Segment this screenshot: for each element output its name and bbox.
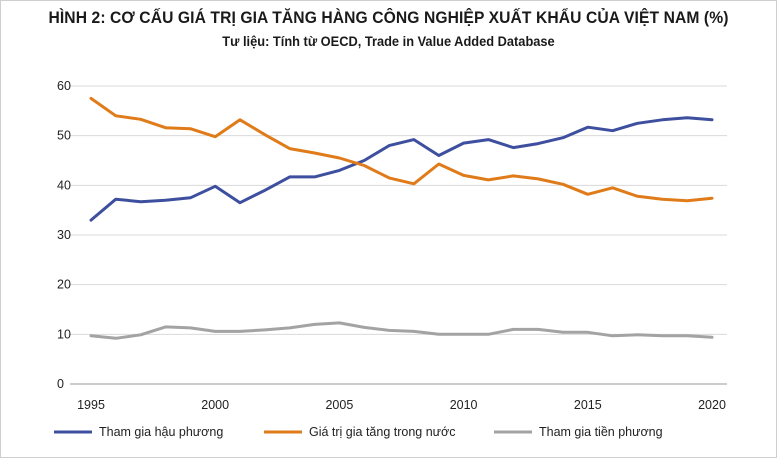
legend-label: Giá trị gia tăng trong nước (309, 425, 456, 439)
legend: Tham gia hậu phương Giá trị gia tăng tron… (54, 425, 663, 439)
y-tick-label: 10 (57, 327, 71, 341)
series-line-1 (89, 116, 714, 222)
series-lines (89, 96, 714, 340)
series-line-2 (89, 96, 714, 203)
x-tick-label: 2015 (574, 398, 602, 412)
x-axis-ticks: 1995 2000 2005 2010 2015 2020 (77, 398, 726, 412)
y-tick-label: 0 (57, 377, 64, 391)
legend-item-3: Tham gia tiền phương (494, 425, 663, 439)
y-tick-label: 60 (57, 79, 71, 93)
legend-label: Tham gia hậu phương (99, 425, 223, 439)
y-tick-label: 40 (57, 178, 71, 192)
chart-subtitle: Tư liệu: Tính từ OECD, Trade in Value Ad… (222, 34, 555, 49)
x-tick-label: 2020 (698, 398, 726, 412)
chart-title: HÌNH 2: CƠ CẤU GIÁ TRỊ GIA TĂNG HÀNG CÔN… (48, 8, 729, 27)
legend-label: Tham gia tiền phương (539, 425, 663, 439)
gridlines (70, 85, 727, 385)
y-axis-ticks: 0 10 20 30 40 50 60 (57, 79, 71, 391)
y-tick-label: 50 (57, 129, 71, 143)
legend-item-1: Tham gia hậu phương (54, 425, 223, 439)
x-tick-label: 2005 (325, 398, 353, 412)
legend-item-2: Giá trị gia tăng trong nước (264, 425, 456, 439)
y-tick-label: 30 (57, 228, 71, 242)
x-tick-label: 1995 (77, 398, 105, 412)
x-tick-label: 2000 (201, 398, 229, 412)
x-tick-label: 2010 (450, 398, 478, 412)
y-tick-label: 20 (57, 278, 71, 292)
series-line-3 (89, 321, 714, 340)
